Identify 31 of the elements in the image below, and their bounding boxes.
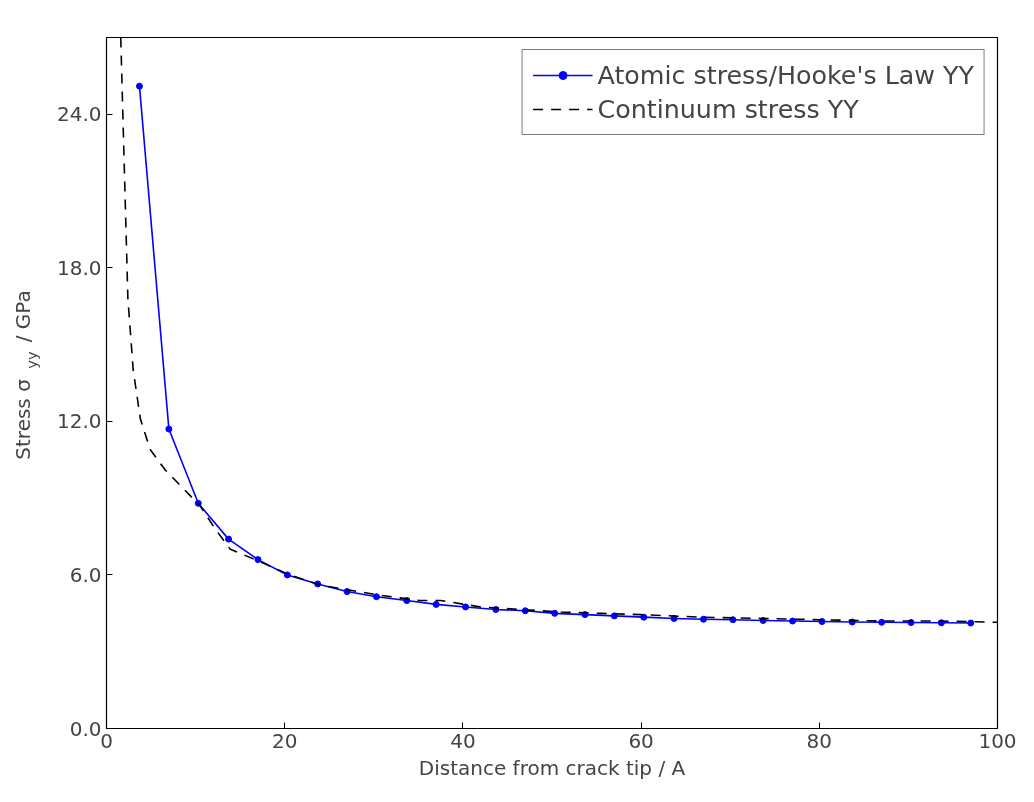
y-tick-label: 24.0 — [56, 102, 102, 127]
y-tick-label: 6.0 — [69, 562, 102, 587]
point — [135, 82, 143, 90]
point — [283, 571, 291, 579]
point — [878, 618, 886, 626]
point — [640, 613, 648, 621]
point — [967, 619, 975, 627]
x-axis-title: Distance from crack tip / A — [418, 755, 686, 780]
x-tick-label: 80 — [806, 728, 833, 753]
legend-label: Continuum stress YY — [597, 94, 859, 124]
x-tick-label: 100 — [978, 728, 1017, 753]
point — [254, 556, 262, 564]
x-tick-label: 0 — [100, 728, 113, 753]
point — [372, 593, 380, 601]
point — [462, 603, 470, 611]
point — [699, 615, 707, 623]
legend-label: Atomic stress/Hooke's Law YY — [597, 60, 974, 90]
point — [165, 425, 173, 433]
y-tick-label: 12.0 — [56, 409, 102, 434]
x-tick-label: 60 — [628, 728, 654, 753]
point — [551, 609, 559, 617]
point — [789, 617, 797, 625]
x-tick-label: 40 — [450, 728, 476, 753]
x-tick-label: 20 — [271, 728, 298, 753]
y-tick-label: 0.0 — [69, 716, 102, 741]
y-axis-title: Stress σyy / GPa — [10, 290, 40, 460]
point — [225, 535, 233, 543]
point — [610, 612, 618, 620]
point — [432, 600, 440, 608]
point — [759, 617, 767, 624]
y-tick-label: 18.0 — [56, 255, 102, 280]
